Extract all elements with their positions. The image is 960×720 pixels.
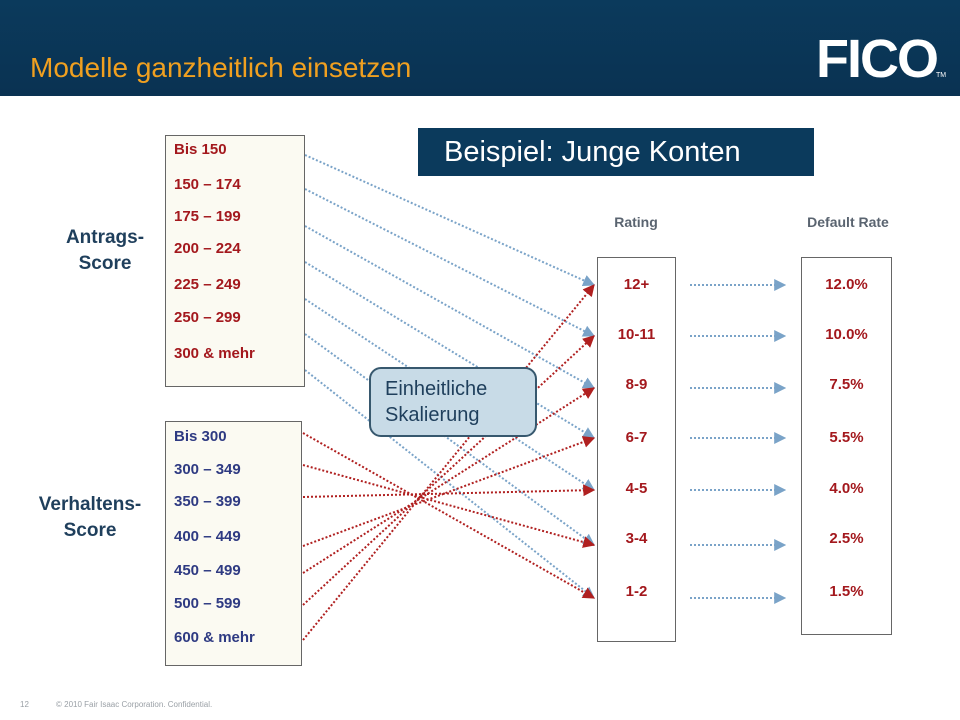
antrags-label-line2: Score — [78, 253, 132, 274]
verhaltens-connector-line — [302, 436, 596, 547]
verhaltens-item: 500 – 599 — [174, 595, 241, 612]
rating-item: 1-2 — [625, 583, 648, 600]
verhaltens-item: 300 – 349 — [174, 461, 241, 478]
rating-item: 6-7 — [625, 429, 648, 446]
logo-trademark: TM — [936, 72, 947, 79]
rating-item: 12+ — [623, 276, 650, 293]
default-rate-item: 12.0% — [825, 276, 868, 293]
antrags-item: 225 – 249 — [174, 276, 241, 293]
antrags-item: 250 – 299 — [174, 309, 241, 326]
antrags-connector-line — [304, 333, 595, 546]
verhaltens-connector-line — [302, 387, 596, 574]
example-title: Beispiel: Junge Konten — [418, 128, 814, 176]
slide-title: Modelle ganzheitlich einsetzen — [30, 52, 412, 83]
default-rate-header: Default Rate — [807, 214, 889, 230]
antrags-item: 150 – 174 — [174, 176, 241, 193]
antrags-connector-line — [304, 225, 596, 389]
callout-line2: Skalierung — [385, 404, 480, 426]
verhaltens-connector-line — [302, 484, 596, 498]
rating-item: 8-9 — [625, 376, 648, 393]
default-rate-item: 5.5% — [829, 429, 864, 446]
callout-line1: Einheitliche — [385, 378, 488, 400]
rating-column: 12+ 10-11 8-9 6-7 4-5 3-4 1-2 — [597, 257, 676, 642]
antrags-connector-line — [304, 154, 596, 287]
rating-item: 3-4 — [625, 530, 648, 547]
verhaltens-item: 350 – 399 — [174, 493, 241, 510]
rating-item: 4-5 — [625, 480, 648, 497]
page-number: 12 — [20, 700, 29, 709]
verhaltens-label-line2: Score — [63, 520, 117, 541]
copyright-notice: © 2010 Fair Isaac Corporation. Confident… — [56, 700, 213, 709]
default-rate-item: 2.5% — [829, 530, 864, 547]
verhaltens-item: Bis 300 — [174, 428, 227, 445]
antrags-item: 300 & mehr — [174, 345, 255, 362]
antrags-item: Bis 150 — [174, 141, 227, 158]
rating-item: 10-11 — [617, 326, 656, 343]
verhaltens-connector-line — [302, 284, 595, 641]
default-rate-item: 1.5% — [829, 583, 864, 600]
verhaltens-connector-line — [302, 432, 596, 599]
antrags-score-box: Bis 150 150 – 174 175 – 199 200 – 224 22… — [165, 135, 305, 387]
antrags-connector-line — [304, 188, 596, 337]
default-rate-item: 4.0% — [829, 480, 864, 497]
antrags-label-line1: Antrags- — [65, 227, 145, 248]
default-rate-item: 7.5% — [829, 376, 864, 393]
antrags-connector-line — [304, 261, 596, 439]
antrags-score-label: Antrags- Score — [30, 225, 180, 277]
verhaltens-item: 600 & mehr — [174, 629, 255, 646]
verhaltens-item: 450 – 499 — [174, 562, 241, 579]
default-rate-column: 12.0% 10.0% 7.5% 5.5% 4.0% 2.5% 1.5% — [801, 257, 892, 635]
unified-scaling-callout: Einheitliche Skalierung — [369, 367, 537, 437]
default-rate-item: 10.0% — [825, 326, 868, 343]
verhaltens-score-label: Verhaltens- Score — [10, 492, 170, 544]
header-bar — [0, 0, 960, 96]
antrags-item: 175 – 199 — [174, 208, 241, 225]
antrags-connector-line — [304, 369, 595, 599]
rating-header: Rating — [614, 214, 658, 230]
verhaltens-item: 400 – 449 — [174, 528, 241, 545]
antrags-item: 200 – 224 — [174, 240, 241, 257]
verhaltens-connector-line — [302, 464, 596, 548]
verhaltens-score-box: Bis 300 300 – 349 350 – 399 400 – 449 45… — [165, 421, 302, 666]
fico-logo: FICO — [816, 29, 939, 89]
verhaltens-label-line1: Verhaltens- — [38, 494, 142, 515]
